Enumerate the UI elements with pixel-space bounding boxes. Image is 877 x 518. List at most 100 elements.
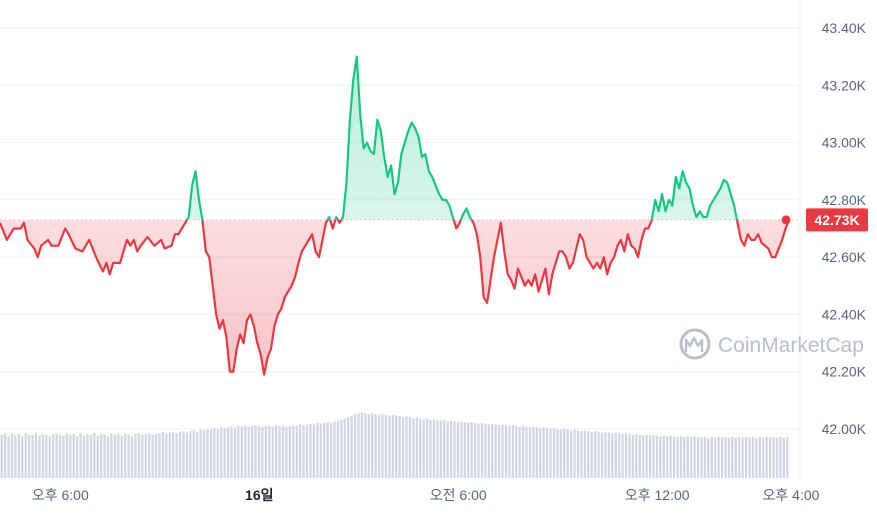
volume-bar <box>52 434 55 478</box>
volume-bar <box>329 422 333 478</box>
volume-bar <box>285 426 288 478</box>
volume-bar <box>134 434 137 478</box>
volume-bar <box>309 423 312 478</box>
volume-bar <box>449 420 453 478</box>
volume-bar <box>522 425 525 478</box>
volume-bar <box>360 412 364 478</box>
volume-bar <box>278 425 281 478</box>
volume-bar <box>244 425 247 478</box>
y-tick-label: 43.40K <box>822 20 867 36</box>
volume-bar <box>141 434 144 478</box>
volume-bar <box>477 423 480 478</box>
x-axis-labels: 오후 6:00 16일 오전 6:00 오후 12:00 오후 4:00 <box>32 487 820 503</box>
volume-bar <box>100 434 103 478</box>
volume-bar <box>202 430 206 478</box>
volume-bar <box>254 425 257 478</box>
volume-bar <box>55 433 58 478</box>
volume-bar <box>401 416 405 478</box>
volume-bar <box>178 431 182 478</box>
volume-bar <box>38 435 41 478</box>
volume-bar <box>17 434 20 478</box>
volume-bar <box>65 433 69 478</box>
volume-bar <box>124 433 127 478</box>
volume-bar <box>113 434 117 478</box>
volume-bar <box>724 437 727 478</box>
volume-bar <box>165 433 168 478</box>
volume-bar <box>460 421 463 478</box>
volume-bar <box>573 429 576 478</box>
volume-bar <box>292 425 295 478</box>
volume-bar <box>662 435 665 478</box>
volume-bar <box>463 422 466 478</box>
volume-bar <box>446 421 449 478</box>
volume-bar <box>110 433 113 478</box>
volume-bar <box>86 434 89 478</box>
volume-bar <box>247 426 250 478</box>
volume-bar <box>745 437 748 478</box>
volume-bar <box>233 427 237 478</box>
volume-bar <box>453 421 456 478</box>
volume-bar <box>28 434 31 478</box>
y-tick-label: 43.00K <box>822 135 867 151</box>
volume-bar <box>189 431 192 478</box>
volume-bar <box>758 437 761 478</box>
volume-bar <box>611 433 614 478</box>
volume-bar <box>364 413 367 478</box>
coinmarketcap-watermark: CoinMarketCap <box>679 328 864 360</box>
y-tick-label: 42.60K <box>822 249 867 265</box>
volume-bar <box>515 425 518 478</box>
volume-bar <box>288 425 291 478</box>
volume-bar <box>10 433 14 478</box>
volume-bar <box>237 425 240 478</box>
area-above-reference <box>186 56 737 220</box>
volume-bar <box>686 436 689 478</box>
volume-bar <box>456 422 460 478</box>
volume-bar <box>4 433 7 478</box>
volume-bar <box>312 424 315 478</box>
volume-bar <box>151 434 154 478</box>
volume-bar <box>425 418 429 478</box>
volume-bar <box>302 425 305 478</box>
volume-bar <box>227 427 230 478</box>
volume-bar <box>614 432 617 478</box>
volume-bar <box>429 419 432 478</box>
volume-bar <box>120 435 123 478</box>
volume-bar <box>693 436 696 478</box>
volume-bar <box>786 437 789 478</box>
volume-bar <box>480 422 484 478</box>
volume-bar <box>600 432 604 478</box>
y-tick-label: 42.20K <box>822 364 867 380</box>
volume-bar <box>408 416 412 478</box>
volume-bar <box>251 425 254 478</box>
volume-bar <box>535 427 538 478</box>
volume-bar <box>607 432 611 478</box>
volume-bar <box>295 425 298 478</box>
volume-bar <box>340 419 343 478</box>
volume-bar <box>148 433 151 478</box>
volume-bar <box>381 414 384 478</box>
volume-bar <box>34 433 38 478</box>
price-area <box>0 56 789 375</box>
volume-bar <box>93 433 96 478</box>
volume-bar <box>353 414 357 478</box>
volume-bar <box>336 420 340 478</box>
volume-bar <box>436 419 439 478</box>
volume-bar <box>769 437 772 478</box>
price-line-down <box>0 219 791 376</box>
volume-bar <box>470 422 473 478</box>
volume-bar <box>621 434 624 478</box>
volume-bar <box>230 426 233 478</box>
volume-bar <box>206 428 209 478</box>
volume-bar <box>333 421 336 478</box>
volume-bar <box>707 437 710 478</box>
volume-bar <box>539 428 542 478</box>
current-price-dot[interactable] <box>781 215 791 225</box>
volume-bar <box>731 437 734 478</box>
volume-bar <box>652 434 655 478</box>
volume-bar <box>347 416 350 478</box>
volume-bar <box>604 431 607 478</box>
volume-bar <box>508 425 511 478</box>
volume-bar <box>782 437 785 478</box>
